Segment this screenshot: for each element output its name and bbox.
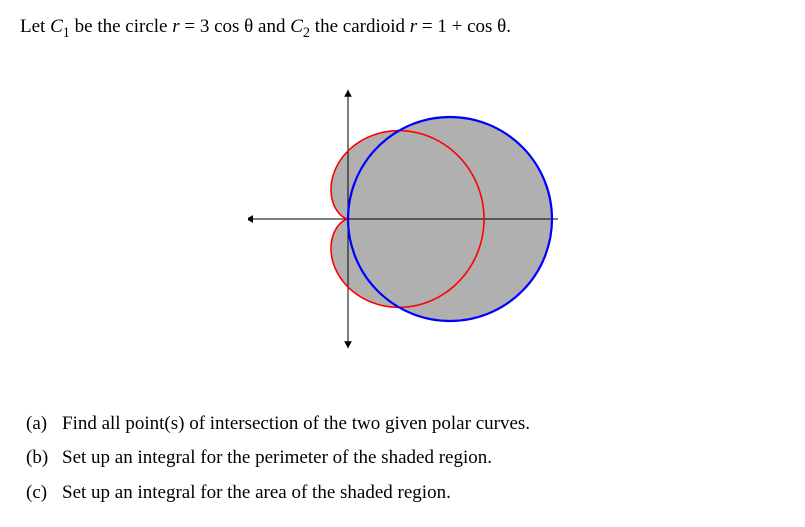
question-list: (a) Find all point(s) of intersection of… bbox=[20, 410, 785, 508]
axis-arrow-icon bbox=[248, 215, 253, 223]
question-c: (c) Set up an integral for the area of t… bbox=[20, 479, 785, 508]
eq1-lhs: r bbox=[172, 16, 179, 37]
text-prefix: Let bbox=[20, 16, 50, 37]
symbol-c2: C bbox=[290, 16, 303, 37]
polar-plot-svg bbox=[248, 64, 558, 374]
symbol-c1: C bbox=[50, 16, 63, 37]
question-a: (a) Find all point(s) of intersection of… bbox=[20, 410, 785, 439]
text-and: and bbox=[253, 16, 290, 37]
text-period: . bbox=[506, 16, 511, 37]
text-the-cardioid: the cardioid bbox=[310, 16, 410, 37]
axis-arrow-icon bbox=[344, 90, 352, 97]
question-c-text: Set up an integral for the area of the s… bbox=[62, 479, 451, 508]
symbol-c2-sub: 2 bbox=[303, 25, 310, 41]
question-b: (b) Set up an integral for the perimeter… bbox=[20, 444, 785, 473]
eq2-rhs: = 1 + cos θ bbox=[417, 16, 506, 37]
eq1-rhs: = 3 cos θ bbox=[180, 16, 254, 37]
question-b-label: (b) bbox=[20, 444, 62, 473]
problem-statement: Let C1 be the circle r = 3 cos θ and C2 … bbox=[20, 14, 785, 44]
question-a-label: (a) bbox=[20, 410, 62, 439]
axis-arrow-icon bbox=[344, 341, 352, 348]
symbol-c1-sub: 1 bbox=[63, 25, 70, 41]
question-a-text: Find all point(s) of intersection of the… bbox=[62, 410, 530, 439]
question-c-label: (c) bbox=[20, 479, 62, 508]
text-be-circle: be the circle bbox=[70, 16, 172, 37]
question-b-text: Set up an integral for the perimeter of … bbox=[62, 444, 492, 473]
polar-curves-figure bbox=[20, 64, 785, 380]
